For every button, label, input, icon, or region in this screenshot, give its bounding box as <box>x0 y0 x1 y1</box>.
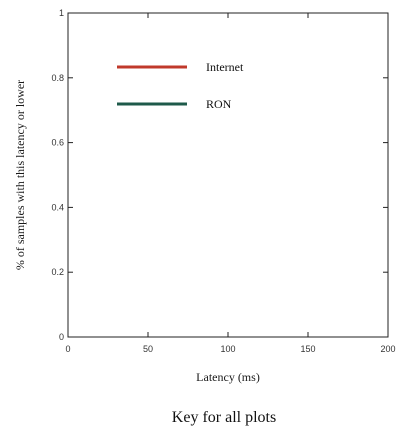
x-tick-label: 50 <box>143 344 153 354</box>
legend: Internet RON <box>117 60 244 111</box>
y-tick-label: 1 <box>59 8 64 18</box>
y-tick-label: 0.8 <box>51 73 64 83</box>
x-tick-label: 100 <box>220 344 235 354</box>
x-axis-ticks: 0 50 100 150 200 <box>65 13 396 354</box>
x-axis-label: Latency (ms) <box>196 370 260 384</box>
y-tick-label: 0.4 <box>51 202 64 212</box>
x-tick-label: 200 <box>380 344 395 354</box>
legend-label-ron: RON <box>206 97 232 111</box>
y-tick-label: 0 <box>59 332 64 342</box>
y-axis-ticks: 0 0.2 0.4 0.6 0.8 1 <box>51 8 388 342</box>
y-tick-label: 0.6 <box>51 138 64 148</box>
x-tick-label: 150 <box>300 344 315 354</box>
y-axis-label: % of samples with this latency or lower <box>13 80 27 270</box>
caption: Key for all plots <box>172 409 276 426</box>
y-tick-label: 0.2 <box>51 267 64 277</box>
legend-label-internet: Internet <box>206 60 244 74</box>
x-tick-label: 0 <box>65 344 70 354</box>
